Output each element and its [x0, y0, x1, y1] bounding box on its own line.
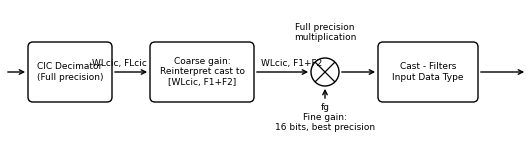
Text: Full precision
multiplication: Full precision multiplication	[294, 23, 356, 42]
Text: WLcic, FLcic: WLcic, FLcic	[92, 59, 146, 68]
Text: CIC Decimator
(Full precision): CIC Decimator (Full precision)	[37, 62, 103, 82]
FancyBboxPatch shape	[378, 42, 478, 102]
Text: Cast - Filters
Input Data Type: Cast - Filters Input Data Type	[392, 62, 464, 82]
Text: WLcic, F1+F2: WLcic, F1+F2	[261, 59, 322, 68]
Text: fg: fg	[320, 103, 329, 112]
Text: Coarse gain:
Reinterpret cast to
[WLcic, F1+F2]: Coarse gain: Reinterpret cast to [WLcic,…	[160, 57, 245, 87]
FancyBboxPatch shape	[28, 42, 112, 102]
FancyBboxPatch shape	[150, 42, 254, 102]
Text: Fine gain:
16 bits, best precision: Fine gain: 16 bits, best precision	[275, 113, 375, 132]
